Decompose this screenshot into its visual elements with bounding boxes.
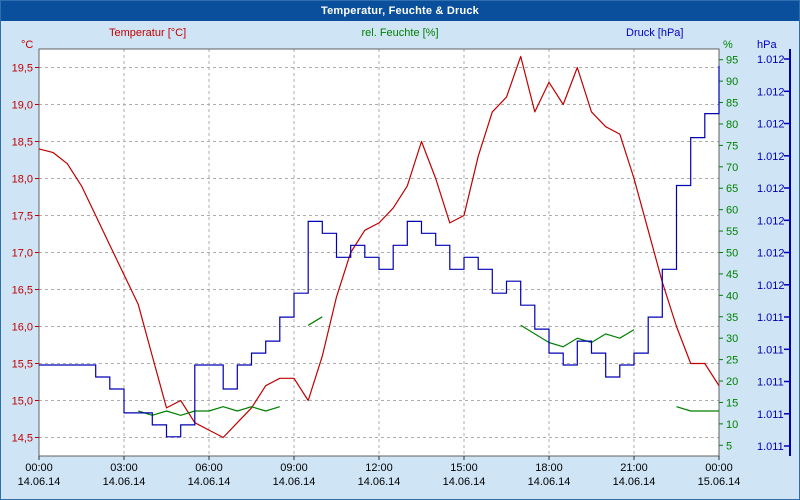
svg-text:25: 25: [726, 355, 738, 367]
svg-text:14.06.14: 14.06.14: [358, 476, 401, 488]
svg-text:60: 60: [726, 205, 738, 217]
svg-text:03:00: 03:00: [110, 462, 138, 474]
svg-text:14.06.14: 14.06.14: [613, 476, 656, 488]
svg-text:19,5: 19,5: [12, 63, 33, 75]
svg-text:20: 20: [726, 376, 738, 388]
svg-text:18,0: 18,0: [12, 174, 33, 186]
svg-text:15:00: 15:00: [450, 462, 478, 474]
window-title: Temperatur, Feuchte & Druck: [1, 1, 799, 21]
svg-text:19,0: 19,0: [12, 100, 33, 112]
legend-humidity: rel. Feuchte [%]: [361, 27, 439, 39]
svg-text:1.012: 1.012: [757, 151, 785, 163]
svg-text:95: 95: [726, 55, 738, 67]
svg-text:55: 55: [726, 226, 738, 238]
svg-text:90: 90: [726, 76, 738, 88]
svg-text:15.06.14: 15.06.14: [698, 476, 741, 488]
svg-text:40: 40: [726, 290, 738, 302]
axis-unit-percent: %: [723, 39, 733, 51]
svg-text:09:00: 09:00: [280, 462, 308, 474]
svg-text:30: 30: [726, 333, 738, 345]
svg-text:1.011: 1.011: [757, 312, 784, 324]
svg-text:1.012: 1.012: [757, 86, 785, 98]
svg-text:1.012: 1.012: [757, 54, 785, 66]
svg-text:14,5: 14,5: [12, 433, 33, 445]
svg-text:1.012: 1.012: [757, 215, 785, 227]
svg-text:80: 80: [726, 119, 738, 131]
svg-text:15,5: 15,5: [12, 359, 33, 371]
svg-text:00:00: 00:00: [25, 462, 53, 474]
svg-text:1.012: 1.012: [757, 248, 785, 260]
svg-text:1.012: 1.012: [757, 119, 785, 131]
svg-text:85: 85: [726, 98, 738, 110]
svg-text:1.012: 1.012: [757, 280, 785, 292]
svg-text:12:00: 12:00: [365, 462, 393, 474]
svg-text:1.012: 1.012: [757, 183, 785, 195]
svg-text:1.011: 1.011: [757, 344, 784, 356]
svg-text:70: 70: [726, 162, 738, 174]
legend-pressure: Druck [hPa]: [626, 27, 684, 39]
svg-text:50: 50: [726, 248, 738, 260]
svg-text:21:00: 21:00: [620, 462, 648, 474]
svg-text:18,5: 18,5: [12, 137, 33, 149]
svg-text:14.06.14: 14.06.14: [443, 476, 486, 488]
axis-unit-hpa: hPa: [757, 39, 777, 51]
svg-text:17,5: 17,5: [12, 211, 33, 223]
svg-text:35: 35: [726, 312, 738, 324]
svg-text:75: 75: [726, 140, 738, 152]
svg-text:14.06.14: 14.06.14: [528, 476, 571, 488]
svg-text:45: 45: [726, 269, 738, 281]
svg-text:14.06.14: 14.06.14: [103, 476, 146, 488]
svg-text:17,0: 17,0: [12, 248, 33, 260]
svg-text:10: 10: [726, 419, 738, 431]
svg-text:5: 5: [726, 440, 732, 452]
svg-text:15,0: 15,0: [12, 396, 33, 408]
axis-unit-celsius: °C: [21, 39, 34, 51]
svg-text:65: 65: [726, 183, 738, 195]
svg-text:1.011: 1.011: [757, 409, 784, 421]
svg-text:14.06.14: 14.06.14: [188, 476, 231, 488]
svg-text:16,5: 16,5: [12, 285, 33, 297]
svg-text:15: 15: [726, 397, 738, 409]
svg-text:16,0: 16,0: [12, 322, 33, 334]
svg-text:18:00: 18:00: [535, 462, 563, 474]
svg-text:06:00: 06:00: [195, 462, 223, 474]
svg-text:14.06.14: 14.06.14: [273, 476, 316, 488]
svg-text:1.011: 1.011: [757, 441, 784, 453]
svg-text:00:00: 00:00: [705, 462, 733, 474]
legend-temperature: Temperatur [°C]: [109, 27, 187, 39]
svg-text:1.011: 1.011: [757, 377, 784, 389]
svg-text:14.06.14: 14.06.14: [18, 476, 61, 488]
